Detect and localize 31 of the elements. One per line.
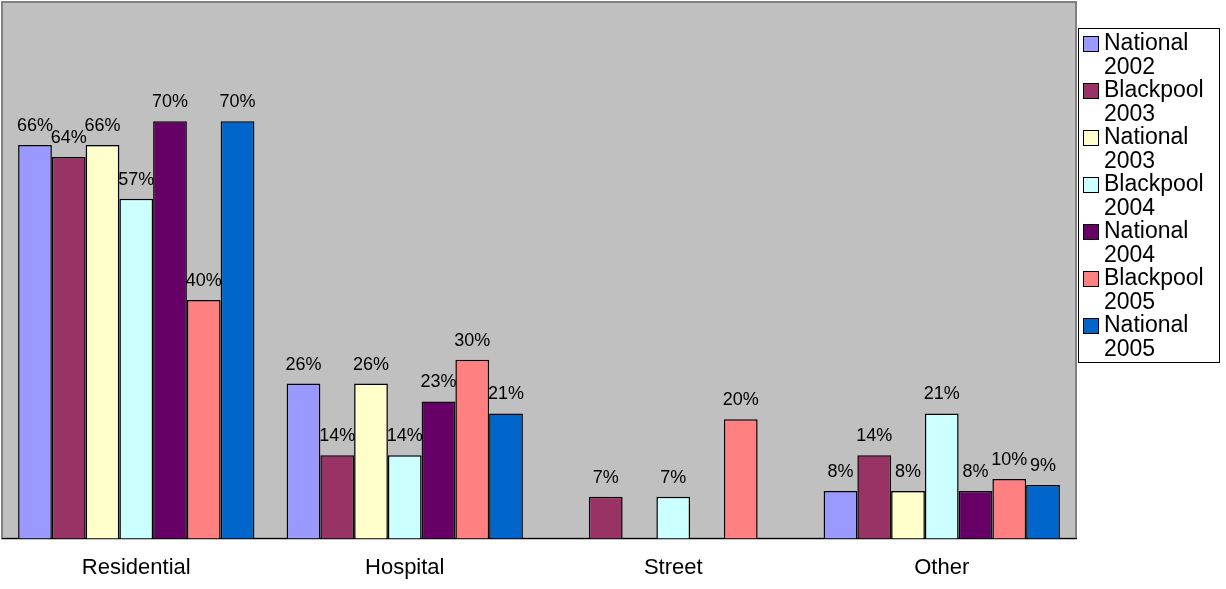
- x-tick-label: Residential: [81, 553, 191, 579]
- data-label: 20%: [722, 389, 759, 410]
- data-label: 21%: [488, 383, 525, 404]
- legend-label: Blackpool 2003: [1104, 76, 1205, 126]
- data-label: 26%: [285, 353, 322, 374]
- data-label: 26%: [352, 353, 390, 374]
- data-label: 7%: [592, 466, 619, 487]
- legend-label: National 2005: [1104, 311, 1190, 361]
- legend-label: Blackpool 2005: [1104, 264, 1205, 314]
- legend-label: National 2004: [1104, 217, 1190, 267]
- data-label: 66%: [16, 115, 53, 136]
- data-label: 70%: [151, 91, 189, 112]
- legend-label: National 2002: [1104, 29, 1190, 79]
- data-label: 14%: [386, 425, 423, 446]
- x-tick-label: Other: [914, 553, 970, 579]
- data-label: 8%: [827, 460, 854, 481]
- data-label: 8%: [962, 460, 989, 481]
- legend-label: National 2003: [1104, 123, 1190, 173]
- data-label: 21%: [923, 383, 960, 404]
- x-tick-label: Street: [643, 553, 703, 579]
- data-label: 8%: [894, 460, 921, 481]
- data-label: 14%: [856, 425, 893, 446]
- data-label: 23%: [420, 371, 457, 392]
- data-label: 10%: [991, 448, 1028, 469]
- data-label: 9%: [1030, 454, 1057, 475]
- data-label: 70%: [219, 91, 256, 112]
- data-label: 7%: [660, 466, 687, 487]
- legend-label: Blackpool 2004: [1104, 170, 1205, 220]
- x-tick-label: Hospital: [365, 553, 445, 579]
- data-label: 30%: [454, 329, 491, 350]
- data-label: 66%: [84, 115, 121, 136]
